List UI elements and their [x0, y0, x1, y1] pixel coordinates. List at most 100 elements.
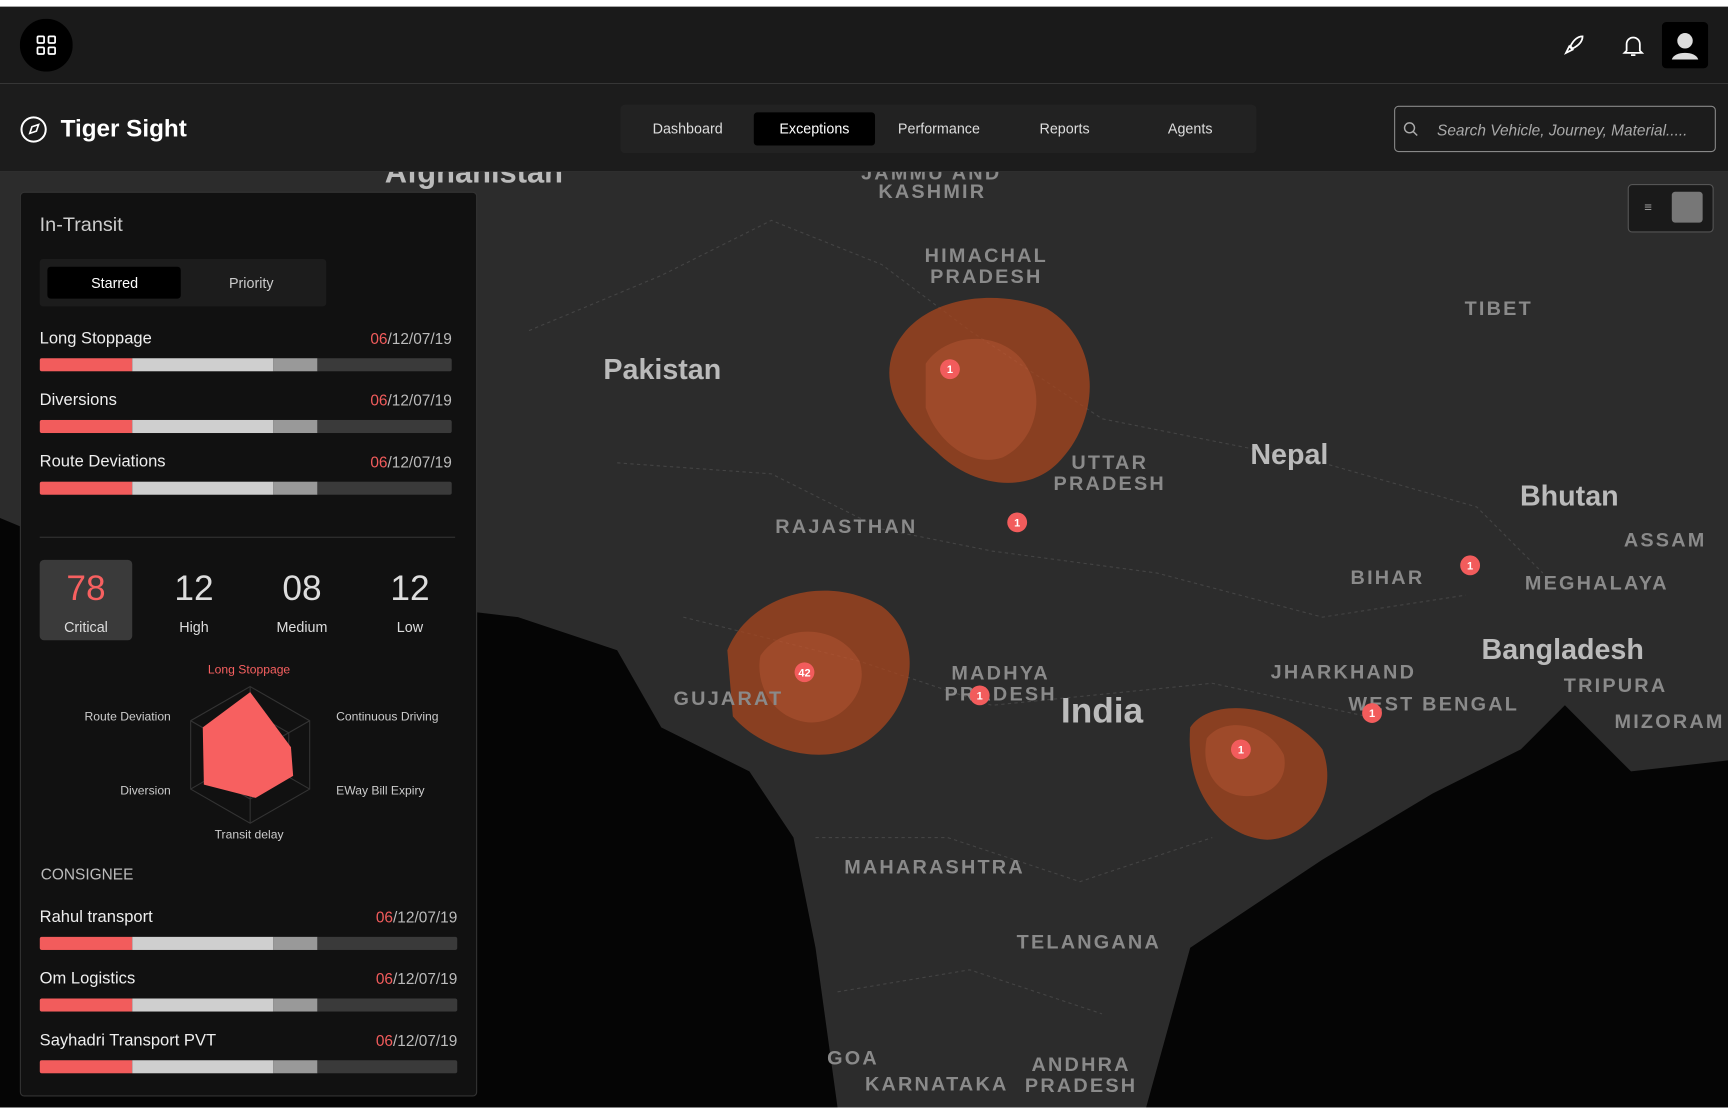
- severity-count[interactable]: 08: [282, 568, 322, 608]
- map-label: JAMMU AND: [861, 172, 1001, 184]
- severity-label[interactable]: Critical: [64, 618, 108, 636]
- map-label: PRADESH: [1025, 1075, 1137, 1097]
- nav-tab[interactable]: Agents: [1167, 120, 1213, 137]
- map-marker: [1007, 512, 1028, 533]
- map-label: PRADESH: [944, 684, 1056, 706]
- map-label: PRADESH: [1054, 473, 1166, 495]
- side-panel: [19, 191, 478, 1097]
- severity-count[interactable]: 78: [66, 568, 106, 608]
- marker-count: 1: [1238, 744, 1244, 756]
- date-part: 06: [375, 908, 393, 926]
- map-label: MADHYA: [951, 663, 1049, 685]
- date-part: /12/07/19: [392, 969, 458, 988]
- critical-box[interactable]: [39, 559, 133, 641]
- bell-icon[interactable]: [1620, 32, 1646, 58]
- marker-count: 1: [1014, 517, 1020, 529]
- map-label: India: [1061, 691, 1144, 730]
- map-label: KARNATAKA: [865, 1074, 1009, 1096]
- row-date: 06/12/07/19: [370, 330, 452, 348]
- map-label: WEST BENGAL: [1348, 694, 1519, 716]
- date-part: 06: [370, 452, 388, 471]
- map-label: Bhutan: [1520, 481, 1619, 513]
- map-icon[interactable]: [1671, 191, 1703, 223]
- map-marker: [794, 662, 815, 683]
- row-name[interactable]: Route Deviations: [39, 452, 166, 472]
- logo-icon: [20, 116, 47, 143]
- nav-tab[interactable]: Exceptions: [753, 112, 876, 146]
- map-label: GOA: [827, 1047, 879, 1069]
- severity-label[interactable]: High: [179, 618, 209, 636]
- map-label: PRADESH: [930, 266, 1042, 288]
- severity-count[interactable]: 12: [174, 568, 214, 608]
- progress-bar: [39, 998, 458, 1012]
- row-name[interactable]: Sayhadri Transport PVT: [39, 1030, 217, 1050]
- map-label: MAHARASHTRA: [844, 857, 1025, 879]
- radar-label: Continuous Driving: [336, 710, 439, 725]
- search-icon: [1403, 122, 1418, 137]
- search-placeholder: Search Vehicle, Journey, Material.....: [1437, 121, 1688, 139]
- list-icon[interactable]: ≡: [1644, 199, 1652, 215]
- map-label: MEGHALAYA: [1525, 572, 1669, 594]
- avatar[interactable]: [1661, 22, 1709, 69]
- map-label: Bangladesh: [1482, 634, 1644, 666]
- marker-count: 1: [977, 690, 983, 702]
- date-part: /12/07/19: [392, 908, 458, 926]
- nav-tab[interactable]: Dashboard: [652, 120, 723, 137]
- map-marker: [940, 359, 960, 380]
- toggle-active-bg: [47, 266, 181, 299]
- progress-bar: [39, 1060, 458, 1074]
- radar-label: Diversion: [120, 784, 171, 798]
- progress-bar: [39, 419, 452, 434]
- progress-bar: [39, 481, 452, 495]
- toggle-button[interactable]: Starred: [91, 274, 139, 292]
- divider: [39, 536, 456, 538]
- toggle-button[interactable]: Priority: [228, 274, 274, 292]
- map-marker: [1460, 555, 1481, 576]
- nav-tab[interactable]: Reports: [1039, 120, 1090, 137]
- map-label: TIBET: [1465, 298, 1533, 320]
- date-part: /12/07/19: [387, 391, 452, 409]
- panel-title: In-Transit: [39, 213, 123, 236]
- row-date: 06/12/07/19: [376, 1032, 458, 1050]
- row-name[interactable]: Rahul transport: [39, 907, 153, 927]
- marker-count: 42: [798, 667, 810, 679]
- map-marker: [969, 685, 990, 706]
- date-part: /12/07/19: [387, 329, 452, 348]
- top-bar: [0, 6, 1728, 84]
- search-box[interactable]: [1394, 105, 1716, 153]
- date-part: 06: [370, 329, 388, 348]
- map-marker: [1362, 703, 1382, 723]
- map-label: TELANGANA: [1017, 932, 1161, 954]
- radar-label: Long Stoppage: [207, 663, 291, 677]
- severity-label[interactable]: Medium: [276, 618, 328, 636]
- date-part: 06: [375, 969, 393, 988]
- radar-label: Route Deviation: [84, 710, 171, 725]
- severity-label[interactable]: Low: [396, 618, 424, 636]
- tab-group: [620, 104, 1257, 154]
- progress-bar: [39, 936, 458, 950]
- map-label: HIMACHAL: [925, 245, 1048, 267]
- map-label: RAJASTHAN: [775, 516, 917, 538]
- map-label: Pakistan: [603, 354, 721, 386]
- map-label: UTTAR: [1071, 452, 1148, 474]
- row-name[interactable]: Om Logistics: [39, 969, 136, 988]
- date-part: /12/07/19: [387, 452, 452, 471]
- radar-label: Transit delay: [214, 828, 284, 842]
- progress-bar: [39, 358, 452, 372]
- map-label: MIZORAM: [1615, 711, 1725, 733]
- nav-tab[interactable]: Performance: [897, 120, 980, 137]
- map-label: Afghanistan: [385, 172, 563, 189]
- map-label: TRIPURA: [1564, 675, 1668, 697]
- map-marker: [1230, 739, 1251, 760]
- map-label: GUJARAT: [674, 688, 784, 710]
- row-name[interactable]: Long Stoppage: [39, 328, 152, 348]
- rocket-icon[interactable]: [1560, 32, 1586, 58]
- row-date: 06/12/07/19: [370, 453, 452, 471]
- menu-button[interactable]: [19, 18, 73, 72]
- row-name[interactable]: Diversions: [39, 390, 117, 410]
- map-label: KASHMIR: [878, 181, 986, 203]
- row-date: 06/12/07/19: [370, 391, 452, 409]
- severity-count[interactable]: 12: [390, 568, 430, 608]
- marker-count: 1: [1369, 708, 1375, 720]
